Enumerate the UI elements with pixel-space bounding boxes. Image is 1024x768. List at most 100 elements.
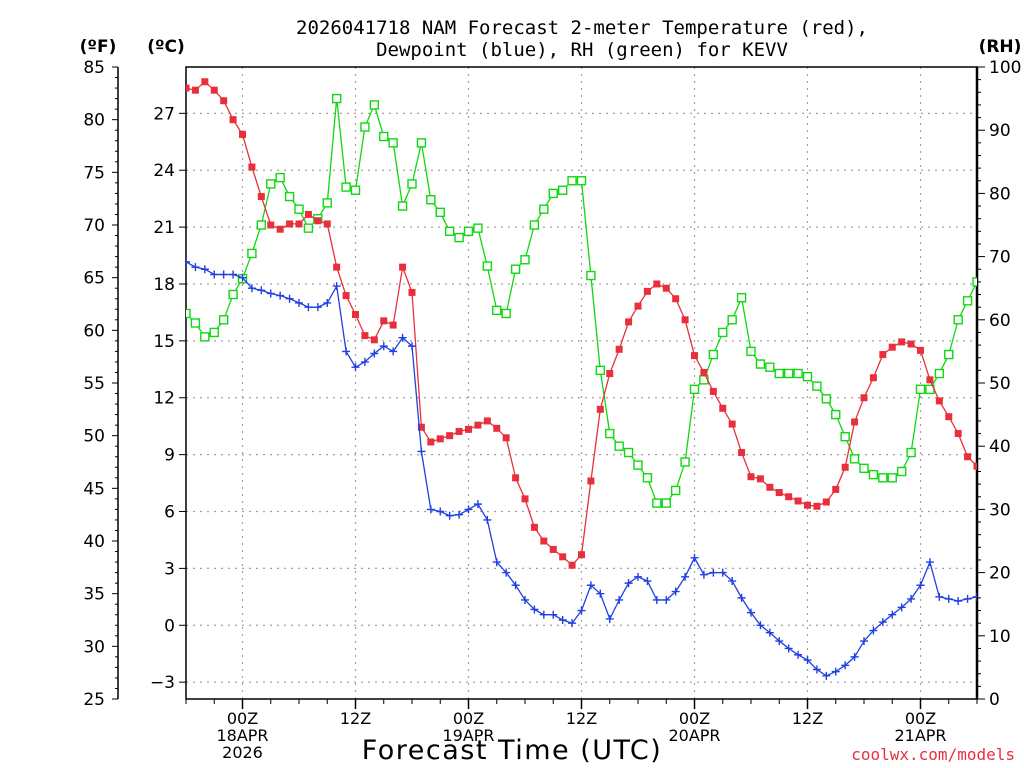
fahrenheit-tick-label: 75	[83, 163, 105, 183]
temperature-point	[427, 438, 435, 446]
temperature-point	[775, 489, 783, 497]
temperature-point	[352, 311, 359, 319]
rh-point	[247, 248, 257, 259]
dewpoint-point	[219, 270, 228, 279]
celsius-tick-label: 18	[153, 275, 175, 295]
rh-point	[548, 188, 558, 199]
dewpoint-point	[803, 656, 812, 665]
dewpoint-point	[925, 558, 934, 567]
dewpoint-point	[313, 303, 322, 312]
axes: 8580757065605550454035302527242118151296…	[83, 58, 1021, 762]
rh-point	[953, 315, 963, 325]
rh-point	[670, 485, 681, 496]
rh-point	[331, 93, 342, 104]
rh-point	[962, 296, 973, 306]
temperature-point	[756, 475, 764, 483]
x-tick-label: 2026	[222, 743, 263, 762]
temperature-point	[389, 321, 397, 329]
dewpoint-point	[869, 626, 878, 635]
temperature-point	[700, 368, 708, 376]
dewpoint-point	[709, 568, 718, 577]
dewpoint-point	[511, 581, 520, 590]
rh-point	[209, 327, 219, 338]
fahrenheit-tick-label: 35	[83, 585, 105, 605]
temperature-point	[879, 351, 887, 359]
dewpoint-point	[944, 594, 953, 603]
temperature-point	[888, 343, 896, 351]
temperature-point	[276, 225, 284, 233]
temperature-point	[625, 318, 633, 326]
rh-point	[605, 428, 615, 439]
x-tick-label: 12Z	[340, 709, 371, 728]
temperature-point	[239, 130, 246, 138]
rh-point	[294, 204, 304, 214]
dewpoint-point	[765, 628, 774, 637]
rh-point	[510, 264, 521, 274]
rh-point	[802, 371, 813, 382]
temperature-point	[483, 417, 491, 425]
dewpoint-point	[247, 284, 256, 293]
rh-point	[501, 308, 511, 319]
dewpoint-point	[558, 616, 567, 624]
temperature-point	[587, 477, 595, 485]
rh-point	[972, 277, 977, 287]
temperature-point	[954, 430, 962, 438]
fahrenheit-unit-label: (ºF)	[80, 37, 117, 57]
rh-point	[661, 498, 671, 508]
rh-point	[812, 381, 822, 391]
rh-point	[520, 255, 530, 265]
temperature-point	[191, 86, 199, 94]
rh-tick-label: 40	[989, 437, 1011, 457]
rh-point	[774, 368, 784, 379]
dewpoint-point	[596, 589, 605, 598]
dewpoint-point	[794, 650, 803, 659]
dewpoint-point	[276, 291, 285, 300]
x-tick-label: 18APR	[216, 726, 268, 745]
rh-tick-label: 60	[989, 311, 1011, 331]
temperature-point	[201, 78, 209, 86]
fahrenheit-tick-label: 65	[83, 269, 105, 289]
temperature-point	[559, 553, 567, 561]
x-tick-label: 20APR	[668, 726, 720, 745]
temperature-point	[295, 220, 303, 228]
rh-point	[256, 220, 267, 230]
dewpoint-point	[238, 273, 247, 282]
rh-point	[284, 191, 295, 202]
fahrenheit-tick-label: 30	[83, 637, 105, 657]
rh-point	[868, 469, 879, 480]
dewpoint-point	[370, 349, 379, 358]
temperature-point	[672, 295, 680, 303]
dewpoint-point	[605, 614, 614, 623]
temperature-point	[257, 193, 265, 201]
temperature-point	[493, 424, 501, 432]
rh-point	[633, 460, 643, 470]
temperature-point	[766, 483, 774, 491]
dewpoint-point	[200, 265, 209, 274]
dewpoint-point	[860, 637, 868, 646]
dewpoint-point	[690, 553, 699, 562]
temperature-point	[286, 220, 294, 228]
rh-point	[689, 384, 700, 395]
temperature-point	[606, 370, 614, 378]
dewpoint-point	[963, 594, 972, 603]
rh-point	[539, 204, 549, 214]
dewpoint-point	[342, 347, 351, 356]
fahrenheit-tick-label: 55	[83, 374, 105, 394]
temperature-point	[860, 394, 868, 402]
dewpoint-point	[436, 507, 445, 516]
temperature-point	[794, 497, 802, 505]
fahrenheit-tick-label: 25	[83, 690, 105, 710]
celsius-tick-label: 24	[153, 161, 175, 181]
rh-tick-label: 20	[989, 564, 1011, 584]
rh-point	[944, 349, 954, 360]
rh-point	[529, 220, 540, 230]
temperature-point	[408, 288, 416, 296]
rh-point	[934, 368, 945, 379]
temperature-point	[907, 340, 915, 348]
dewpoint-point	[360, 357, 369, 366]
temperature-point	[747, 473, 755, 481]
dewpoint-point	[812, 665, 821, 674]
temperature-point	[229, 116, 237, 124]
rh-point	[623, 447, 634, 458]
rh-point	[567, 176, 577, 186]
